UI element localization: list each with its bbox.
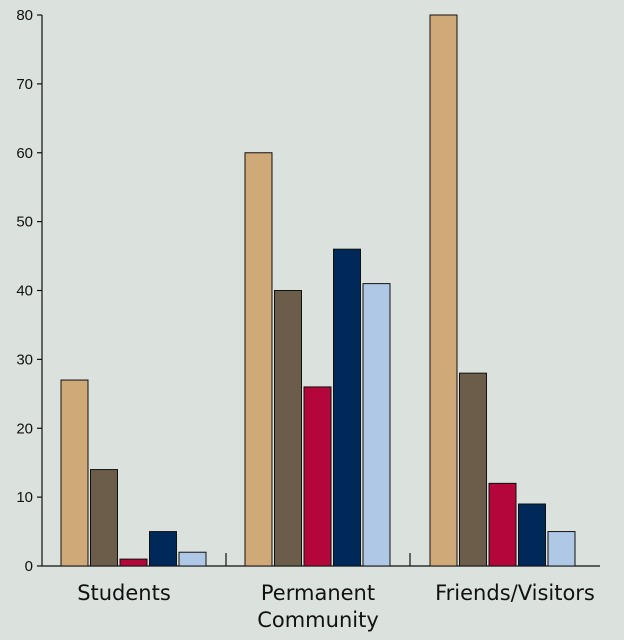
- y-tick-label: 70: [16, 76, 33, 93]
- bar-series-2-category-1: [90, 469, 118, 567]
- y-axis: 0 10 20 30 40 50 60 70 80: [16, 7, 43, 575]
- bar-series-1-category-1: [60, 379, 89, 567]
- y-tick-label: 20: [16, 420, 33, 437]
- bar-series-1-category-3: [429, 14, 458, 567]
- bar-series-3-category-1: [119, 558, 148, 567]
- y-tick-label: 50: [16, 214, 33, 231]
- bar-series-2-category-3: [459, 372, 487, 567]
- x-category-label-line: Students: [77, 581, 171, 605]
- x-category-label-line: Permanent: [261, 581, 375, 605]
- x-category-label-line: Community: [257, 608, 379, 632]
- bar-series-4-category-2: [333, 248, 361, 567]
- y-tick-label: 30: [16, 351, 33, 368]
- bars: [60, 14, 576, 567]
- bar-series-3-category-3: [488, 482, 517, 567]
- x-category-label-line: Friends/Visitors: [435, 581, 595, 605]
- x-category-label: Friends/Visitors: [435, 581, 595, 605]
- y-tick-label: 80: [16, 7, 33, 24]
- x-category-label: Permanent Community: [257, 581, 379, 632]
- y-tick-label: 40: [16, 283, 33, 300]
- bar-series-4-category-1: [149, 531, 177, 567]
- bar-series-1-category-2: [244, 152, 273, 567]
- y-tick-label: 0: [25, 558, 33, 575]
- bar-series-5-category-1: [178, 551, 207, 567]
- x-category-label: Students: [77, 581, 171, 605]
- bar-series-5-category-3: [547, 531, 576, 567]
- category-labels: Students Permanent Community Friends/Visito…: [77, 581, 595, 632]
- bar-series-5-category-2: [362, 283, 391, 567]
- bar-series-3-category-2: [303, 386, 332, 567]
- bar-series-4-category-3: [518, 503, 546, 567]
- bar-series-2-category-2: [274, 290, 302, 567]
- y-tick-label: 60: [16, 145, 33, 162]
- y-tick-label: 10: [16, 489, 33, 506]
